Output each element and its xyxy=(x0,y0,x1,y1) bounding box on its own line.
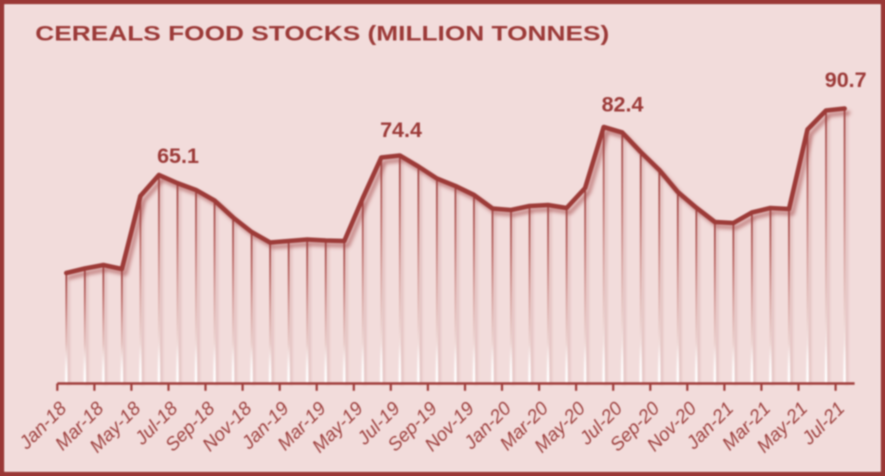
svg-text:CEREALS FOOD STOCKS (MILLION T: CEREALS FOOD STOCKS (MILLION TONNES) xyxy=(35,21,609,45)
svg-text:65.1: 65.1 xyxy=(157,144,199,168)
svg-text:82.4: 82.4 xyxy=(602,93,644,117)
svg-text:90.7: 90.7 xyxy=(825,68,867,92)
svg-text:74.4: 74.4 xyxy=(380,118,422,142)
